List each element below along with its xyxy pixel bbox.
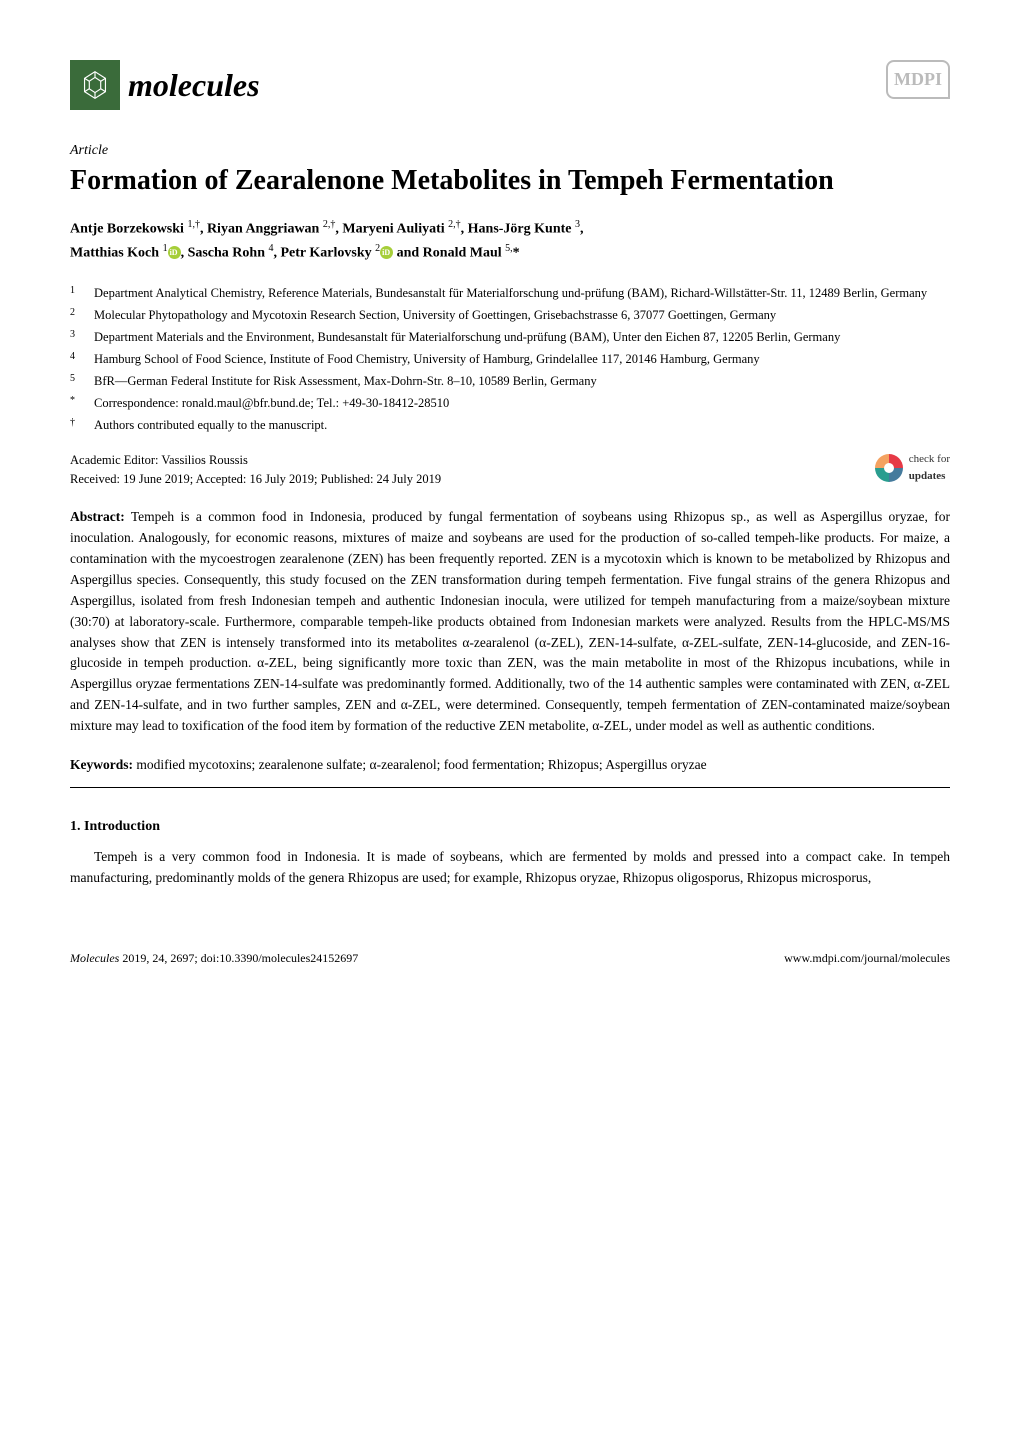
author-name: Antje Borzekowski (70, 222, 187, 237)
author-name: , Sascha Rohn (181, 246, 269, 261)
author-affil-sup: 1,† (187, 219, 200, 230)
affiliation-row: 1 Department Analytical Chemistry, Refere… (70, 283, 950, 303)
footer-journal: Molecules (70, 951, 119, 965)
keywords-block: Keywords: modified mycotoxins; zearaleno… (70, 755, 950, 775)
abstract-label: Abstract: (70, 509, 125, 524)
affiliation-number: 1 (70, 283, 82, 303)
editor-block: Academic Editor: Vassilios Roussis Recei… (70, 451, 950, 489)
affiliation-number: * (70, 393, 82, 413)
hexagon-molecule-icon (76, 66, 114, 104)
affiliation-row: 5 BfR—German Federal Institute for Risk A… (70, 371, 950, 391)
orcid-icon[interactable] (380, 246, 393, 259)
footer-citation: Molecules 2019, 24, 2697; doi:10.3390/mo… (70, 949, 358, 967)
journal-name: molecules (128, 61, 260, 109)
affiliation-text: Department Materials and the Environment… (94, 327, 840, 347)
article-type: Article (70, 140, 950, 161)
affiliations-block: 1 Department Analytical Chemistry, Refere… (70, 283, 950, 435)
affiliation-number: 2 (70, 305, 82, 325)
footer-yearvol: 2019, 24, 2697; doi:10.3390/molecules241… (119, 951, 358, 965)
affiliation-text: Authors contributed equally to the manus… (94, 415, 327, 435)
affiliation-number: † (70, 415, 82, 435)
article-title: Formation of Zearalenone Metabolites in … (70, 163, 950, 199)
affiliation-number: 4 (70, 349, 82, 369)
abstract-block: Abstract: Tempeh is a common food in Ind… (70, 507, 950, 737)
affiliation-row: † Authors contributed equally to the manu… (70, 415, 950, 435)
check-updates-label: check for updates (909, 451, 950, 484)
author-affil-sup: 2,† (448, 219, 461, 230)
affiliation-text: Molecular Phytopathology and Mycotoxin R… (94, 305, 776, 325)
editor-info: Academic Editor: Vassilios Roussis Recei… (70, 451, 441, 489)
section-heading: 1. Introduction (70, 816, 950, 837)
molecules-icon (70, 60, 120, 110)
author-name: , Maryeni Auliyati (335, 222, 448, 237)
check-updates-button[interactable]: check for updates (875, 451, 950, 484)
affiliation-number: 5 (70, 371, 82, 391)
author-affil-sup: 3 (575, 219, 580, 230)
header-row: molecules MDPI (70, 60, 950, 110)
section-divider (70, 787, 950, 788)
check-updates-line2: updates (909, 468, 950, 485)
keywords-label: Keywords: (70, 757, 133, 772)
authors-block: Antje Borzekowski 1,†, Riyan Anggriawan … (70, 217, 950, 265)
author-affil-sup: 2,† (323, 219, 336, 230)
author-name: Matthias Koch (70, 246, 163, 261)
author-name: and Ronald Maul (393, 246, 505, 261)
author-name: , Riyan Anggriawan (200, 222, 323, 237)
author-name: , Petr Karlovsky (273, 246, 375, 261)
author-name: , Hans-Jörg Kunte (461, 222, 575, 237)
keywords-text: modified mycotoxins; zearalenone sulfate… (133, 757, 707, 772)
affiliation-number: 3 (70, 327, 82, 347)
abstract-text: Tempeh is a common food in Indonesia, pr… (70, 509, 950, 733)
affiliation-row: 4 Hamburg School of Food Science, Institu… (70, 349, 950, 369)
check-updates-line1: check for (909, 451, 950, 468)
footer-url[interactable]: www.mdpi.com/journal/molecules (784, 949, 950, 967)
author-affil-sup: 5, (505, 243, 513, 254)
orcid-icon[interactable] (168, 246, 181, 259)
academic-editor: Academic Editor: Vassilios Roussis (70, 451, 441, 470)
author-affil-sup: 1 (163, 243, 168, 254)
affiliation-text: Department Analytical Chemistry, Referen… (94, 283, 927, 303)
affiliation-text: BfR—German Federal Institute for Risk As… (94, 371, 597, 391)
dates-line: Received: 19 June 2019; Accepted: 16 Jul… (70, 470, 441, 489)
footer-row: Molecules 2019, 24, 2697; doi:10.3390/mo… (70, 949, 950, 967)
affiliation-row: * Correspondence: ronald.maul@bfr.bund.de… (70, 393, 950, 413)
affiliation-text: Hamburg School of Food Science, Institut… (94, 349, 760, 369)
journal-logo-block: molecules (70, 60, 260, 110)
affiliation-text: Correspondence: ronald.maul@bfr.bund.de;… (94, 393, 449, 413)
intro-paragraph: Tempeh is a very common food in Indonesi… (70, 847, 950, 889)
mdpi-logo: MDPI (886, 60, 950, 99)
affiliation-row: 2 Molecular Phytopathology and Mycotoxin … (70, 305, 950, 325)
check-updates-icon (875, 454, 903, 482)
affiliation-row: 3 Department Materials and the Environmen… (70, 327, 950, 347)
